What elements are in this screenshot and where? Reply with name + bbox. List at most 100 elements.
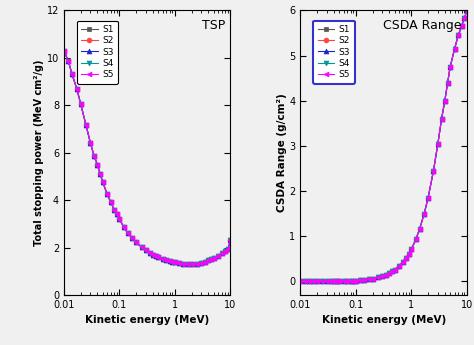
S4 — [74, 87, 80, 91]
S4 — [100, 180, 106, 184]
S4 — [345, 279, 350, 283]
S1 — [334, 279, 339, 283]
S1 — [431, 169, 437, 173]
S4 — [392, 268, 398, 272]
S3 — [164, 258, 169, 262]
S1 — [215, 254, 221, 258]
S1 — [417, 227, 422, 231]
S3 — [347, 279, 353, 283]
S5 — [88, 141, 93, 145]
S4 — [447, 65, 453, 69]
S5 — [104, 192, 110, 196]
S1 — [306, 279, 311, 284]
S5 — [366, 277, 372, 282]
S1 — [406, 252, 412, 256]
S4 — [310, 279, 316, 284]
S2 — [464, 8, 470, 12]
S5 — [386, 271, 392, 275]
S2 — [78, 102, 83, 106]
S1 — [202, 259, 208, 264]
S3 — [442, 99, 447, 103]
S4 — [361, 278, 367, 282]
S1 — [324, 279, 330, 283]
S4 — [155, 255, 161, 259]
S5 — [117, 217, 122, 221]
S5 — [100, 180, 106, 184]
S5 — [185, 262, 191, 266]
S2 — [353, 278, 359, 283]
S1 — [380, 274, 385, 278]
S3 — [328, 279, 333, 283]
S1 — [114, 212, 120, 216]
S3 — [380, 274, 385, 278]
S4 — [452, 47, 457, 51]
S4 — [380, 274, 385, 278]
S5 — [83, 123, 89, 127]
S2 — [350, 279, 356, 283]
S3 — [456, 33, 461, 37]
Line: S1: S1 — [298, 8, 469, 284]
S5 — [306, 279, 311, 284]
S4 — [298, 279, 303, 284]
S2 — [150, 253, 156, 257]
S2 — [164, 258, 169, 262]
S2 — [215, 254, 221, 258]
S4 — [431, 169, 437, 173]
S1 — [199, 261, 204, 265]
S2 — [170, 260, 175, 264]
S3 — [219, 251, 225, 255]
S5 — [219, 251, 225, 255]
S2 — [383, 273, 389, 277]
S5 — [209, 257, 214, 261]
S3 — [111, 207, 117, 211]
S3 — [209, 257, 214, 261]
S5 — [121, 225, 127, 229]
S5 — [302, 279, 308, 284]
S4 — [328, 279, 333, 283]
S2 — [347, 279, 353, 283]
S2 — [222, 249, 228, 253]
S5 — [314, 279, 320, 284]
S5 — [172, 260, 178, 265]
S2 — [447, 65, 453, 69]
S1 — [111, 207, 117, 211]
S4 — [211, 256, 217, 260]
S2 — [392, 268, 398, 272]
S3 — [464, 8, 470, 12]
S4 — [194, 262, 200, 266]
S4 — [189, 262, 194, 266]
S1 — [172, 260, 178, 265]
S1 — [337, 279, 342, 283]
S1 — [341, 279, 346, 283]
S3 — [83, 123, 89, 127]
S4 — [357, 278, 363, 283]
S5 — [91, 154, 97, 158]
S3 — [334, 279, 339, 283]
S4 — [114, 212, 120, 216]
S3 — [425, 196, 431, 200]
Text: TSP: TSP — [202, 19, 226, 32]
S5 — [337, 279, 342, 283]
S1 — [370, 277, 375, 281]
S2 — [202, 259, 208, 264]
S5 — [206, 258, 211, 263]
S1 — [357, 278, 363, 283]
S3 — [445, 81, 450, 85]
S1 — [375, 275, 381, 279]
S4 — [139, 245, 145, 249]
S1 — [445, 81, 450, 85]
S5 — [400, 260, 406, 264]
S4 — [150, 253, 156, 257]
S2 — [219, 251, 225, 255]
S5 — [456, 33, 461, 37]
S5 — [155, 255, 161, 259]
S2 — [114, 212, 120, 216]
S4 — [456, 33, 461, 37]
S4 — [302, 279, 308, 284]
S3 — [194, 262, 200, 266]
S2 — [370, 277, 375, 281]
S5 — [94, 162, 100, 167]
S1 — [129, 236, 135, 240]
S5 — [180, 262, 186, 266]
S1 — [139, 245, 145, 249]
